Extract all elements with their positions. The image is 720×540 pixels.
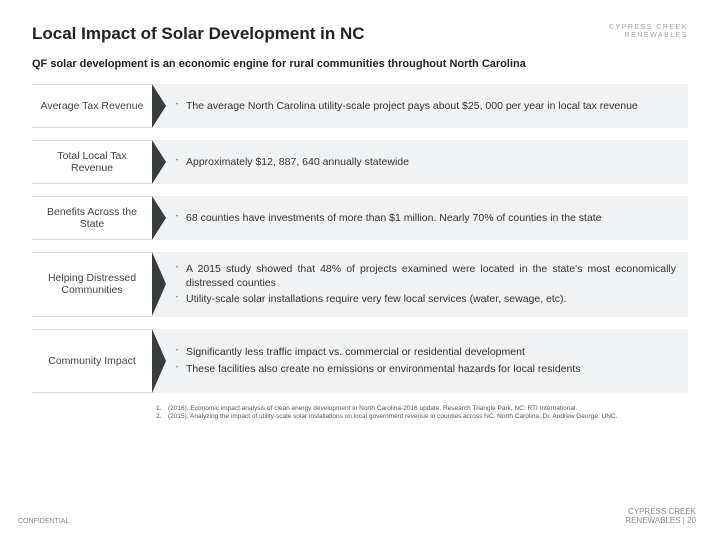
footer-right: CYPRESS CREEK RENEWABLES | 20 [625, 507, 696, 526]
footnotes: 1.(2016). Economic impact analysis of cl… [32, 405, 688, 423]
subtitle: QF solar development is an economic engi… [32, 58, 688, 70]
row-label-wrap: Average Tax Revenue [32, 84, 152, 128]
bullet-list: A 2015 study showed that 48% of projects… [176, 260, 676, 309]
company-logo: CYPRESS CREEK RENEWABLES [609, 24, 688, 41]
footnote: 2.(2015). Analyzing the impact of utilit… [156, 413, 688, 422]
row-label-wrap: Community Impact [32, 329, 152, 393]
footer-page: RENEWABLES | 20 [625, 516, 696, 526]
content-row: Average Tax Revenue The average North Car… [32, 84, 688, 128]
content-row: Total Local Tax Revenue Approximately $12… [32, 140, 688, 184]
row-body: A 2015 study showed that 48% of projects… [152, 252, 688, 317]
footnote: 1.(2016). Economic impact analysis of cl… [156, 405, 688, 414]
footnote-num: 1. [156, 405, 168, 414]
row-body: The average North Carolina utility-scale… [152, 84, 688, 128]
row-label-wrap: Total Local Tax Revenue [32, 140, 152, 184]
page-title: Local Impact of Solar Development in NC [32, 24, 365, 44]
chevron-right-icon [152, 84, 166, 128]
content-row: Benefits Across the State 68 counties hav… [32, 196, 688, 240]
row-body: Approximately $12, 887, 640 annually sta… [152, 140, 688, 184]
row-label: Benefits Across the State [32, 196, 152, 240]
bullet-item: Utility-scale solar installations requir… [176, 292, 676, 306]
logo-line2: RENEWABLES [609, 32, 688, 40]
chevron-right-icon [152, 329, 166, 393]
row-label: Average Tax Revenue [32, 84, 152, 128]
bullet-list: 68 counties have investments of more tha… [176, 209, 676, 227]
row-label: Total Local Tax Revenue [32, 140, 152, 184]
bullet-list: Approximately $12, 887, 640 annually sta… [176, 153, 676, 171]
chevron-right-icon [152, 252, 166, 317]
row-label-wrap: Benefits Across the State [32, 196, 152, 240]
row-body: Significantly less traffic impact vs. co… [152, 329, 688, 393]
row-body: 68 counties have investments of more tha… [152, 196, 688, 240]
row-label: Community Impact [32, 329, 152, 393]
chevron-right-icon [152, 140, 166, 184]
page-number: 20 [687, 516, 696, 525]
footnote-text: (2015). Analyzing the impact of utility-… [168, 413, 617, 422]
bullet-item: The average North Carolina utility-scale… [176, 99, 676, 113]
chevron-right-icon [152, 196, 166, 240]
content-row: Helping Distressed Communities A 2015 stu… [32, 252, 688, 317]
content-rows: Average Tax Revenue The average North Car… [32, 84, 688, 393]
header: Local Impact of Solar Development in NC … [32, 24, 688, 44]
bullet-item: These facilities also create no emission… [176, 362, 676, 376]
row-label: Helping Distressed Communities [32, 252, 152, 317]
slide-page: Local Impact of Solar Development in NC … [0, 0, 720, 422]
footer-company: CYPRESS CREEK [625, 507, 696, 517]
bullet-item: A 2015 study showed that 48% of projects… [176, 262, 676, 290]
footnote-text: (2016). Economic impact analysis of clea… [168, 405, 577, 414]
footnote-num: 2. [156, 413, 168, 422]
bullet-item: 68 counties have investments of more tha… [176, 211, 676, 225]
row-label-wrap: Helping Distressed Communities [32, 252, 152, 317]
bullet-list: The average North Carolina utility-scale… [176, 97, 676, 115]
bullet-item: Approximately $12, 887, 640 annually sta… [176, 155, 676, 169]
bullet-list: Significantly less traffic impact vs. co… [176, 343, 676, 377]
logo-line1: CYPRESS CREEK [609, 24, 688, 32]
bullet-item: Significantly less traffic impact vs. co… [176, 345, 676, 359]
content-row: Community Impact Significantly less traff… [32, 329, 688, 393]
confidential-label: CONFIDENTIAL [18, 518, 78, 526]
